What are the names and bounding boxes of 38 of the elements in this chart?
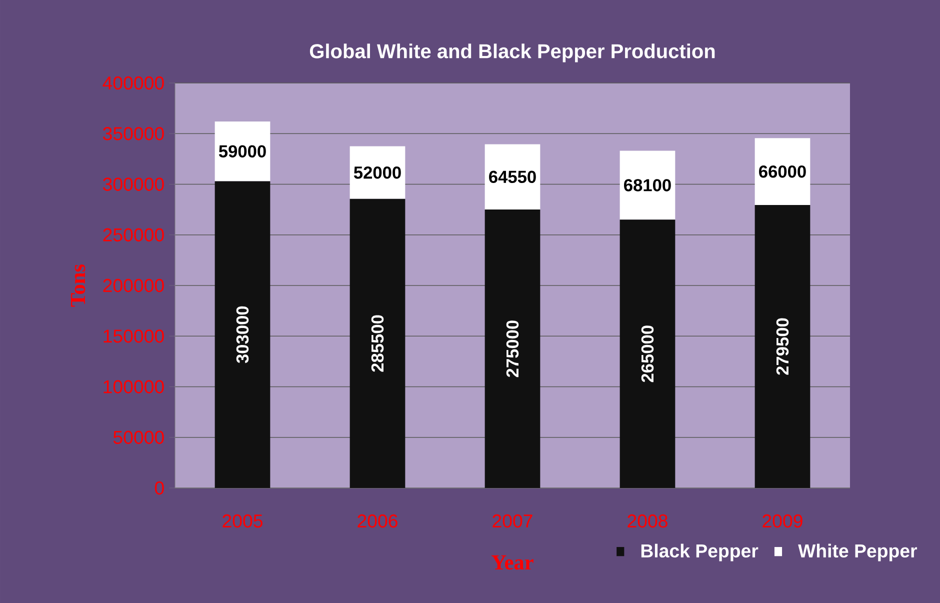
data-label: 265000 bbox=[641, 326, 654, 382]
x-tick-label: 2006 bbox=[358, 514, 398, 528]
bar bbox=[484, 210, 540, 488]
data-label: 59000 bbox=[218, 145, 266, 158]
data-label: 52000 bbox=[354, 166, 401, 179]
bar bbox=[620, 220, 676, 488]
data-label: 275000 bbox=[506, 320, 519, 378]
y-tick-label: 50000 bbox=[113, 430, 164, 444]
data-label: 66000 bbox=[759, 165, 806, 178]
legend-label: White Pepper bbox=[798, 544, 918, 562]
bar bbox=[350, 198, 406, 488]
bar bbox=[214, 181, 270, 488]
x-tick-label: 2008 bbox=[628, 514, 668, 528]
data-label: 279500 bbox=[776, 318, 789, 375]
bar bbox=[620, 150, 676, 220]
chart-title: Global White and Black Pepper Production bbox=[310, 44, 715, 62]
y-tick-label: 0 bbox=[154, 481, 164, 495]
data-label: 68100 bbox=[624, 179, 671, 192]
y-tick-label: 100000 bbox=[104, 380, 164, 394]
data-label: 64550 bbox=[489, 170, 536, 184]
data-label: 285500 bbox=[371, 315, 384, 372]
y-axis-title: Tons bbox=[70, 264, 86, 307]
bar bbox=[214, 121, 270, 182]
y-tick-label: 150000 bbox=[104, 329, 164, 343]
x-tick-label: 2007 bbox=[492, 514, 532, 528]
y-tick-label: 200000 bbox=[103, 278, 164, 292]
x-tick-label: 2005 bbox=[222, 514, 262, 528]
bar bbox=[484, 144, 540, 210]
data-label: 303000 bbox=[236, 306, 249, 364]
y-tick-label: 350000 bbox=[103, 126, 164, 140]
y-tick-label: 400000 bbox=[102, 76, 164, 90]
y-tick-label: 250000 bbox=[103, 228, 164, 242]
x-axis-title: Year bbox=[492, 555, 534, 570]
bar bbox=[754, 138, 810, 205]
y-tick-label: 300000 bbox=[103, 178, 164, 191]
legend-label: Black Pepper bbox=[641, 544, 758, 562]
x-tick-label: 2009 bbox=[762, 514, 802, 528]
bar bbox=[754, 205, 810, 488]
